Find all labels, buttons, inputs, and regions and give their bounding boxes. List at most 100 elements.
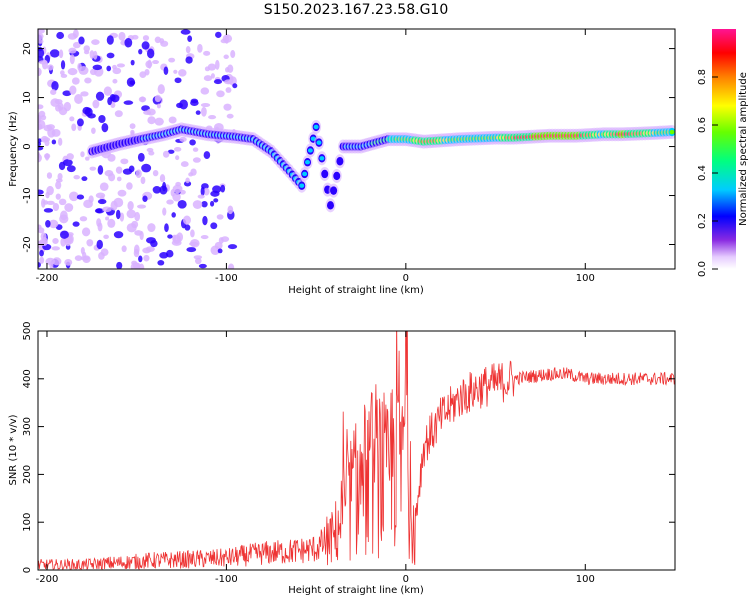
ridge-core xyxy=(305,160,311,165)
noise-speckle xyxy=(227,64,234,73)
noise-speckle xyxy=(215,59,220,70)
noise-speckle xyxy=(63,101,72,112)
noise-speckle xyxy=(106,52,115,59)
noise-speckle xyxy=(162,207,167,216)
noise-speckle xyxy=(198,263,207,269)
noise-speckle xyxy=(225,87,232,93)
noise-speckle xyxy=(115,209,121,220)
noise-speckle xyxy=(76,118,84,127)
noise-speckle xyxy=(38,146,44,151)
noise-speckle xyxy=(113,231,124,239)
noise-speckle xyxy=(154,117,164,126)
y-tick-label: 400 xyxy=(22,369,33,388)
noise-speckle xyxy=(43,208,54,213)
noise-speckle xyxy=(139,71,147,78)
noise-speckle xyxy=(38,29,45,34)
noise-speckle xyxy=(160,40,169,47)
noise-speckle xyxy=(45,191,50,199)
noise-speckle xyxy=(38,138,42,143)
noise-speckle xyxy=(216,90,225,98)
noise-speckle xyxy=(203,151,211,159)
noise-speckle xyxy=(89,166,97,171)
noise-speckle xyxy=(223,103,232,111)
noise-speckle xyxy=(208,114,217,120)
noise-speckle xyxy=(131,34,139,40)
colorbar-ticks: 0.0 0.2 0.4 0.6 0.8 xyxy=(697,69,718,277)
noise-speckle xyxy=(59,230,69,239)
noise-speckle xyxy=(138,96,147,103)
noise-speckle xyxy=(202,215,208,226)
noise-speckle xyxy=(51,80,59,91)
noise-speckle xyxy=(114,110,123,118)
snr-frame xyxy=(37,330,676,571)
noise-speckle xyxy=(213,79,223,85)
noise-speckle xyxy=(163,66,169,76)
noise-speckle xyxy=(194,257,202,265)
noise-speckle xyxy=(190,238,200,248)
noise-speckle xyxy=(152,169,159,177)
noise-speckle xyxy=(47,127,56,138)
noise-speckle xyxy=(64,259,73,266)
ridge-core xyxy=(316,140,322,145)
noise-speckle xyxy=(210,73,215,79)
noise-speckle xyxy=(58,137,63,146)
noise-speckle xyxy=(101,123,109,133)
noise-speckle xyxy=(216,214,224,220)
noise-speckle xyxy=(38,153,42,163)
noise-speckle xyxy=(62,159,73,167)
snr-series-line xyxy=(38,331,675,570)
noise-speckle xyxy=(167,234,173,239)
noise-speckle xyxy=(127,201,134,211)
noise-speckle xyxy=(116,63,126,68)
x-tick-label: -200 xyxy=(36,574,59,585)
noise-speckle xyxy=(81,176,88,182)
noise-speckle xyxy=(195,110,201,115)
noise-speckle xyxy=(50,89,57,96)
noise-speckle xyxy=(203,75,213,82)
noise-speckle xyxy=(200,235,209,240)
noise-speckle xyxy=(97,165,104,175)
noise-speckle xyxy=(173,69,178,74)
noise-speckle xyxy=(123,100,134,105)
noise-speckle xyxy=(192,147,199,152)
noise-speckle xyxy=(39,256,45,264)
noise-speckle xyxy=(86,239,94,247)
noise-speckle xyxy=(38,141,42,147)
noise-speckle xyxy=(47,64,54,71)
y-tick-label: 0 xyxy=(22,567,33,573)
noise-speckle xyxy=(185,177,190,184)
noise-speckle xyxy=(166,199,174,205)
y-tick-label: 200 xyxy=(22,465,33,484)
noise-speckle xyxy=(218,237,224,244)
noise-speckle xyxy=(172,184,183,194)
noise-speckle xyxy=(168,116,177,124)
y-tick-label: 300 xyxy=(22,417,33,436)
snr-panel: -200 -100 0 100 0 100 200 300 400 500 Height of s… xyxy=(8,321,676,596)
noise-speckle xyxy=(213,198,219,203)
noise-speckle xyxy=(121,245,127,253)
noise-speckle xyxy=(105,216,110,221)
noise-speckle xyxy=(96,239,103,250)
noise-speckle xyxy=(84,156,90,161)
noise-speckle xyxy=(210,245,220,256)
colorbar-tick-label: 0.4 xyxy=(697,165,708,181)
noise-speckle xyxy=(45,257,56,266)
noise-speckle xyxy=(107,218,116,228)
noise-speckle xyxy=(67,68,78,76)
ridge-core xyxy=(319,156,325,161)
noise-speckle xyxy=(176,102,183,109)
snr-ylabel: SNR (10 * v/v) xyxy=(8,414,19,485)
noise-speckle xyxy=(232,83,238,89)
noise-speckle xyxy=(147,223,156,233)
noise-speckle xyxy=(52,202,60,212)
noise-speckle xyxy=(102,206,112,213)
noise-speckle xyxy=(217,248,223,254)
noise-speckle xyxy=(227,205,234,215)
noise-speckle xyxy=(38,39,44,44)
spectrogram-frame xyxy=(37,28,676,270)
noise-speckle xyxy=(62,90,72,97)
x-tick-label: 100 xyxy=(576,574,595,585)
noise-speckle xyxy=(126,182,133,190)
noise-speckle xyxy=(103,86,112,96)
noise-speckle xyxy=(126,209,136,219)
